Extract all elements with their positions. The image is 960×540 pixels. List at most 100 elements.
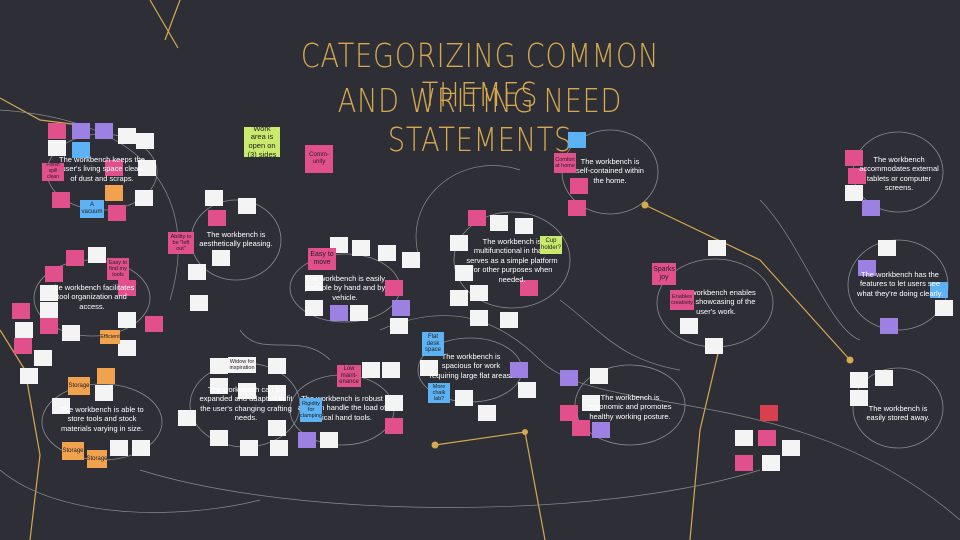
sticky-note	[862, 200, 880, 216]
sticky-note: Efficient	[100, 330, 120, 344]
sticky-note	[52, 398, 70, 414]
need-statement: The workbench accommodates external tabl…	[859, 155, 939, 193]
sticky-note	[240, 440, 258, 456]
sticky-note	[210, 378, 228, 394]
sticky-note: Finish spill clean	[42, 163, 64, 181]
sticky-note	[560, 405, 578, 421]
gold-dots	[431, 201, 854, 449]
sticky-note	[14, 338, 32, 354]
need-statement: The workbench is aesthetically pleasing.	[199, 230, 273, 249]
sticky-note: A vacuum	[80, 200, 104, 218]
sticky-note	[105, 185, 123, 201]
sticky-note	[12, 303, 30, 319]
sticky-note	[15, 322, 33, 338]
sticky-note	[110, 440, 128, 456]
sticky-note	[268, 420, 286, 436]
sticky-note	[518, 382, 536, 398]
sticky-note	[178, 410, 196, 426]
sticky-note	[210, 430, 228, 446]
sticky-note	[138, 160, 156, 176]
sticky-note	[352, 240, 370, 256]
sticky-note	[568, 200, 586, 216]
sticky-note	[40, 302, 58, 318]
sticky-note	[478, 405, 496, 421]
sticky-note	[48, 123, 66, 139]
sticky-note	[510, 362, 528, 378]
cluster-circles	[33, 129, 949, 461]
sticky-note	[72, 142, 90, 158]
need-statement: The workbench is self-contained within t…	[576, 157, 644, 185]
sticky-note	[450, 235, 468, 251]
sticky-note	[190, 295, 208, 311]
need-statement: The workbench can be expanded and adapte…	[199, 385, 293, 423]
sticky-note	[238, 198, 256, 214]
sticky-note: Cup holder?	[540, 236, 562, 254]
sticky-note: Work area is open on (3) sides	[244, 127, 280, 157]
sticky-note	[62, 325, 80, 341]
title-line: AND WRITING NEED STATEMENTS	[337, 81, 623, 159]
sticky-note	[470, 285, 488, 301]
sticky-note	[570, 178, 588, 194]
sticky-note	[382, 362, 400, 378]
sticky-note	[20, 368, 38, 384]
sticky-note: Storage	[87, 450, 107, 468]
sticky-note: Low maint-enance	[337, 365, 361, 387]
sticky-note	[298, 432, 316, 448]
sticky-note	[515, 218, 533, 234]
sticky-note	[470, 310, 488, 326]
sticky-note	[762, 455, 780, 471]
need-statement: The workbench keeps the user's living sp…	[59, 155, 145, 183]
sticky-note	[145, 316, 163, 332]
sticky-note	[212, 250, 230, 266]
sticky-note	[362, 362, 380, 378]
sticky-note	[878, 240, 896, 256]
sticky-note	[568, 132, 586, 148]
need-statement: The workbench facilitates tool organizat…	[49, 283, 135, 311]
sticky-note: Comm-unity	[305, 145, 333, 173]
sticky-note	[48, 140, 66, 156]
sticky-note: Easy to find my tools	[107, 258, 129, 280]
need-statement: The workbench is able to store tools and…	[60, 405, 144, 433]
sticky-note	[760, 405, 778, 421]
sticky-note	[136, 133, 154, 149]
sticky-note	[66, 250, 84, 266]
sticky-note	[118, 280, 136, 296]
sticky-note	[590, 368, 608, 384]
sticky-note	[378, 245, 396, 261]
sticky-note	[350, 305, 368, 321]
need-statement: The workbench is robust and can handle t…	[297, 394, 387, 422]
sticky-note: Rigidity for clamping	[300, 398, 322, 422]
sticky-note	[118, 128, 136, 144]
sticky-note	[572, 420, 590, 436]
sticky-note	[105, 160, 123, 176]
sticky-note	[132, 440, 150, 456]
sticky-note	[455, 265, 473, 281]
sticky-note: Storage	[62, 442, 84, 460]
sticky-note	[592, 422, 610, 438]
sticky-note	[268, 358, 286, 374]
sticky-note	[520, 280, 538, 296]
sticky-note	[735, 455, 753, 471]
need-statement: The workbench is easily stored away.	[866, 404, 930, 423]
sticky-note	[758, 430, 776, 446]
sticky-note	[402, 252, 420, 268]
sticky-note	[875, 370, 893, 386]
sticky-note	[845, 185, 863, 201]
sticky-note	[330, 305, 348, 321]
sticky-note	[305, 300, 323, 316]
sticky-note: Widow for inspiration	[228, 357, 256, 373]
title-line: CATEGORIZING COMMON THEMES	[300, 36, 660, 114]
sticky-note	[385, 395, 403, 411]
sticky-note	[270, 440, 288, 456]
sticky-note	[208, 210, 226, 226]
sticky-note: Sparks joy	[652, 263, 676, 285]
sticky-note	[95, 385, 113, 401]
sticky-note: Comfort at home	[554, 153, 576, 173]
sticky-note	[320, 432, 338, 448]
sticky-note	[135, 190, 153, 206]
sticky-note	[930, 282, 948, 298]
sticky-note: More chalk lab?	[428, 383, 450, 403]
sticky-note	[500, 312, 518, 328]
